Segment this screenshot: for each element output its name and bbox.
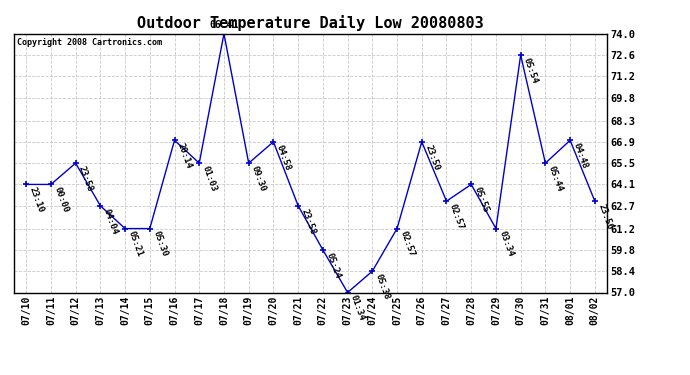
- Text: 23:58: 23:58: [299, 207, 317, 236]
- Text: 09:30: 09:30: [250, 165, 268, 193]
- Text: 01:03: 01:03: [201, 165, 218, 193]
- Text: 23:56: 23:56: [596, 202, 614, 231]
- Text: 23:10: 23:10: [28, 186, 46, 214]
- Text: 23:58: 23:58: [77, 165, 95, 193]
- Text: 05:30: 05:30: [151, 230, 169, 258]
- Text: 05:24: 05:24: [324, 251, 342, 280]
- Text: 05:55: 05:55: [473, 186, 491, 214]
- Text: 06:41: 06:41: [209, 20, 239, 30]
- Text: 05:54: 05:54: [522, 57, 540, 85]
- Text: 23:50: 23:50: [423, 143, 441, 171]
- Text: 05:44: 05:44: [546, 165, 564, 193]
- Text: 05:38: 05:38: [374, 273, 391, 301]
- Text: 03:34: 03:34: [497, 230, 515, 258]
- Text: 02:57: 02:57: [448, 202, 466, 231]
- Text: 04:48: 04:48: [571, 142, 589, 170]
- Text: 02:57: 02:57: [398, 230, 416, 258]
- Title: Outdoor Temperature Daily Low 20080803: Outdoor Temperature Daily Low 20080803: [137, 15, 484, 31]
- Text: 00:00: 00:00: [52, 186, 70, 214]
- Text: 01:34: 01:34: [349, 294, 366, 322]
- Text: 05:21: 05:21: [126, 230, 144, 258]
- Text: Copyright 2008 Cartronics.com: Copyright 2008 Cartronics.com: [17, 38, 161, 46]
- Text: 04:04: 04:04: [101, 207, 119, 236]
- Text: 04:58: 04:58: [275, 143, 293, 171]
- Text: 20:14: 20:14: [176, 142, 194, 170]
